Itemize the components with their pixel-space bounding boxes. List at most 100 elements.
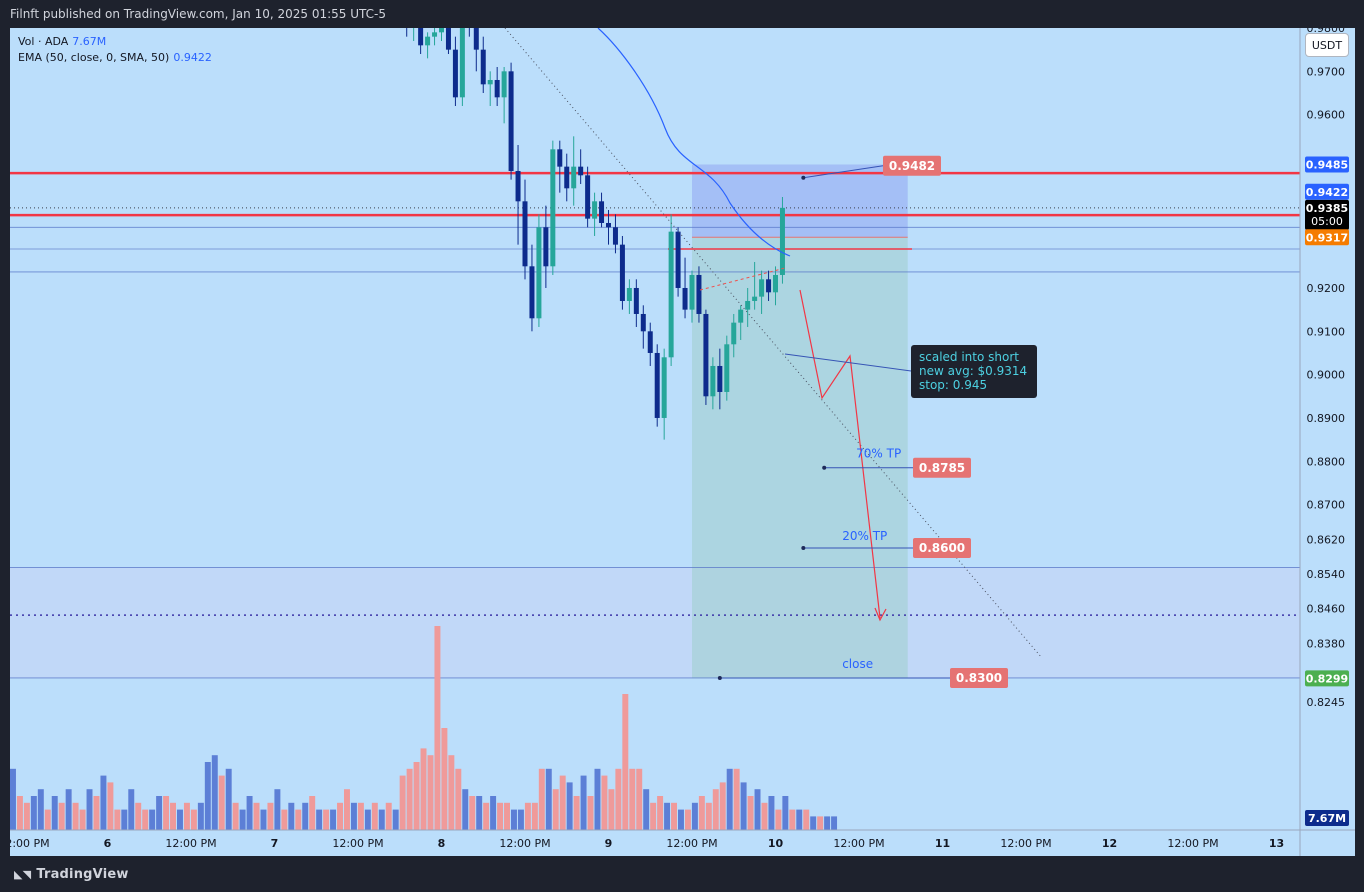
volume-bar bbox=[434, 626, 441, 830]
candle-body bbox=[668, 231, 674, 358]
price-chart[interactable]: 0.9482 0.8785 0.8600 0.8300 70% TP 20% TP clos… bbox=[10, 28, 1355, 856]
volume-bar bbox=[594, 768, 601, 830]
volume-bar bbox=[803, 809, 810, 830]
candle-body bbox=[745, 300, 751, 310]
volume-bar bbox=[170, 802, 176, 830]
volume-bar bbox=[768, 796, 775, 830]
y-tick-label: 0.8900 bbox=[1307, 412, 1346, 425]
candle-body bbox=[675, 231, 681, 288]
volume-bar bbox=[385, 802, 392, 830]
volume-bar bbox=[601, 775, 608, 830]
y-tick-label: 0.9800 bbox=[1307, 28, 1346, 35]
tradingview-logo[interactable]: ◣◥ TradingView bbox=[14, 867, 129, 882]
volume-bar bbox=[671, 802, 677, 830]
candle-body bbox=[445, 28, 451, 50]
volume-bar bbox=[51, 796, 58, 830]
trade-note: scaled into short new avg: $0.9314 stop:… bbox=[911, 345, 1037, 398]
volume-bar bbox=[413, 762, 420, 830]
volume-bar bbox=[511, 809, 517, 830]
candle-body bbox=[738, 309, 744, 323]
volume-bar bbox=[23, 802, 30, 830]
volume-bar bbox=[566, 782, 573, 830]
y-tick-label: 0.8620 bbox=[1307, 533, 1346, 546]
volume-bar bbox=[664, 802, 671, 830]
x-tick-label: 12:00 PM bbox=[1000, 837, 1051, 850]
volume-bar bbox=[775, 809, 782, 830]
volume-bar bbox=[274, 789, 281, 830]
volume-bar bbox=[691, 802, 698, 830]
volume-bar bbox=[427, 755, 434, 830]
volume-bar bbox=[239, 809, 246, 830]
price-callout-text: 0.8300 bbox=[956, 671, 1002, 685]
price-callout-text: 0.9482 bbox=[889, 159, 935, 173]
tp-label: close bbox=[842, 657, 873, 671]
y-tick-label: 0.9100 bbox=[1307, 325, 1346, 338]
candle-body bbox=[571, 166, 577, 189]
volume-bar bbox=[538, 768, 545, 830]
projection-path bbox=[799, 289, 881, 619]
indicator-legend: Vol · ADA 7.67M EMA (50, close, 0, SMA, 5… bbox=[18, 34, 212, 66]
axis-badge bbox=[1305, 156, 1349, 173]
x-tick-label: 12 bbox=[1102, 837, 1117, 850]
candle-body bbox=[494, 79, 500, 98]
volume-bar bbox=[232, 802, 239, 830]
volume-bar bbox=[622, 694, 629, 830]
price-callout-badge bbox=[883, 155, 941, 176]
candle-body bbox=[766, 279, 772, 293]
candle-body bbox=[606, 222, 611, 228]
price-callout-text: 0.8785 bbox=[919, 461, 965, 475]
y-tick-label: 0.9700 bbox=[1307, 65, 1346, 78]
chart-area[interactable]: 0.9482 0.8785 0.8600 0.8300 70% TP 20% TP clos… bbox=[10, 28, 1355, 856]
axis-badge-sub: 05:00 bbox=[1311, 215, 1343, 228]
volume-bar bbox=[344, 789, 350, 830]
volume-bar bbox=[796, 809, 803, 830]
volume-bar bbox=[197, 802, 204, 830]
volume-bar bbox=[524, 802, 531, 830]
volume-bar bbox=[782, 796, 789, 830]
volume-bar bbox=[253, 802, 260, 830]
candle-body bbox=[633, 287, 639, 314]
volume-bar bbox=[204, 762, 211, 830]
volume-bar bbox=[107, 782, 114, 830]
volume-bar bbox=[121, 809, 128, 830]
volume-bar bbox=[330, 809, 337, 830]
ema-legend-label: EMA (50, close, 0, SMA, 50) bbox=[18, 51, 170, 64]
candle-body bbox=[752, 296, 758, 301]
x-tick-label: 13 bbox=[1269, 837, 1284, 850]
candle-body bbox=[536, 227, 542, 319]
y-tick-label: 0.9200 bbox=[1307, 282, 1346, 295]
volume-bar bbox=[378, 809, 385, 830]
axis-badge-text: 0.9385 bbox=[1306, 202, 1348, 215]
y-tick-label: 0.8460 bbox=[1307, 603, 1346, 616]
volume-bar bbox=[183, 802, 190, 830]
volume-bar bbox=[817, 816, 824, 830]
volume-bar bbox=[636, 768, 643, 830]
axis-badge bbox=[1305, 199, 1349, 230]
x-tick-label: 12:00 PM bbox=[165, 837, 216, 850]
candle-body bbox=[452, 49, 458, 98]
volume-bar bbox=[726, 768, 733, 830]
vol-legend-label: Vol · ADA bbox=[18, 35, 69, 48]
candle-body bbox=[592, 201, 598, 219]
volume-bar bbox=[559, 775, 566, 830]
volume-bar bbox=[65, 789, 72, 830]
footer-bar: ◣◥ TradingView bbox=[0, 858, 1364, 892]
x-tick-label: 11 bbox=[935, 837, 950, 850]
price-callout-badge bbox=[913, 457, 971, 478]
candle-body bbox=[508, 71, 514, 171]
take-profit-zone bbox=[692, 237, 908, 679]
currency-button[interactable]: USDT bbox=[1305, 33, 1349, 57]
volume-bar bbox=[246, 796, 253, 830]
x-tick-label: 7 bbox=[271, 837, 279, 850]
price-callout-dot bbox=[801, 545, 806, 550]
volume-bar bbox=[371, 802, 378, 830]
volume-bar bbox=[552, 789, 559, 830]
volume-bar bbox=[469, 796, 476, 830]
candle-body bbox=[425, 36, 431, 46]
axis-badge bbox=[1305, 229, 1349, 246]
candle-body bbox=[710, 365, 716, 397]
axis-badge-text: 7.67M bbox=[1308, 812, 1346, 825]
volume-bar bbox=[420, 748, 427, 830]
candle-body bbox=[599, 201, 605, 223]
price-callout-dot bbox=[801, 175, 806, 180]
